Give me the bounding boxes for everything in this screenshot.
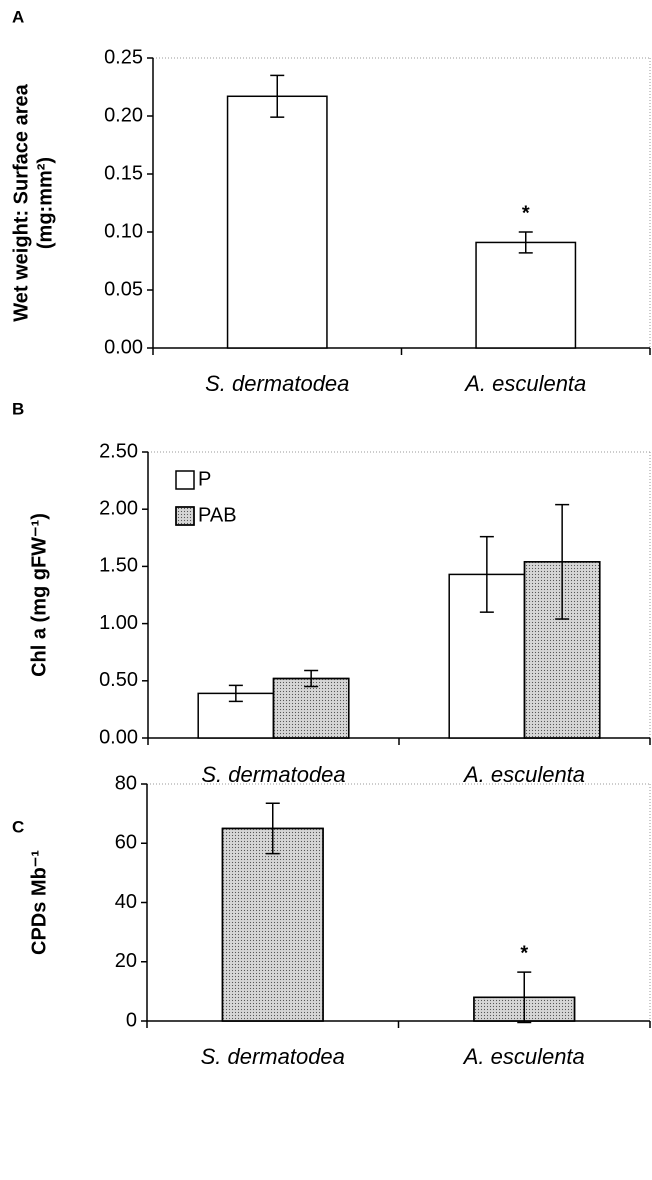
- y-tick-label: 2.50: [99, 440, 138, 462]
- significance-marker: *: [522, 202, 530, 224]
- x-tick-label: A. esculenta: [463, 371, 586, 396]
- y-tick-label: 0.10: [104, 220, 143, 242]
- panel-label: C: [12, 817, 24, 836]
- y-tick-label: 20: [115, 950, 137, 972]
- y-axis-label: Wet weight: Surface area: [10, 83, 32, 321]
- legend-swatch-texture: [175, 506, 195, 526]
- y-tick-label: 0.00: [99, 726, 138, 748]
- bar: [226, 95, 328, 349]
- y-tick-label: 1.50: [99, 555, 138, 577]
- x-tick-label: A. esculenta: [462, 1044, 585, 1069]
- y-tick-label: 0: [126, 1009, 137, 1031]
- y-tick-label: 0.20: [104, 104, 143, 126]
- y-tick-label: 0.50: [99, 669, 138, 691]
- y-axis-label: CPDs Mb⁻¹: [28, 850, 50, 955]
- y-tick-label: 40: [115, 891, 137, 913]
- y-tick-label: 0.15: [104, 162, 143, 184]
- y-axis-label: Chl a (mg gFW⁻¹): [28, 513, 50, 677]
- bar-texture: [221, 827, 324, 1022]
- x-tick-label: S. dermatodea: [201, 762, 345, 787]
- panel-label: A: [12, 7, 24, 26]
- bar: [475, 241, 577, 349]
- y-tick-label: 80: [115, 772, 137, 794]
- legend-label: PAB: [198, 504, 237, 526]
- y-tick-label: 1.00: [99, 612, 138, 634]
- y-tick-label: 0.00: [104, 336, 143, 358]
- bar-texture: [272, 677, 350, 739]
- significance-marker: *: [520, 942, 528, 964]
- x-tick-label: A. esculenta: [462, 762, 585, 787]
- y-tick-label: 0.25: [104, 46, 143, 68]
- y-axis-label: (mg:mm²): [34, 157, 56, 249]
- legend-label: P: [198, 468, 211, 490]
- y-tick-label: 2.00: [99, 497, 138, 519]
- x-tick-label: S. dermatodea: [205, 371, 349, 396]
- panel-label: B: [12, 399, 24, 418]
- legend-swatch: [175, 470, 195, 490]
- y-tick-label: 60: [115, 832, 137, 854]
- x-tick-label: S. dermatodea: [201, 1044, 345, 1069]
- y-tick-label: 0.05: [104, 278, 143, 300]
